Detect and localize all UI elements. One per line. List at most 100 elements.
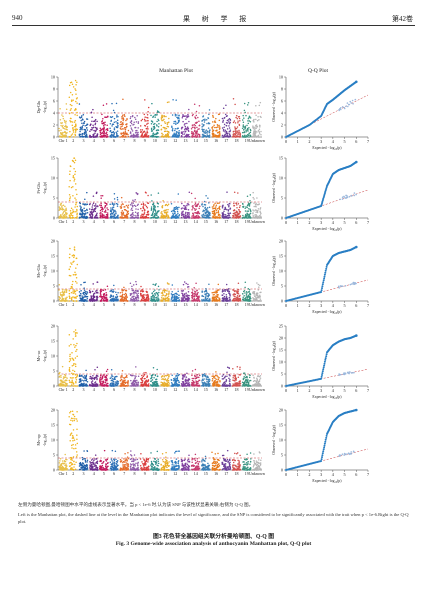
snp-point	[96, 134, 98, 137]
snp-point	[153, 123, 155, 126]
snp-point	[116, 196, 119, 199]
snp-point	[225, 216, 227, 218]
snp-point	[223, 295, 226, 298]
snp-point	[215, 291, 218, 294]
snp-point	[82, 113, 85, 116]
snp-point	[111, 125, 113, 127]
snp-point	[83, 207, 85, 210]
snp-point	[113, 297, 115, 300]
snp-point	[234, 295, 236, 298]
snp-point	[208, 299, 210, 302]
snp-point	[153, 204, 156, 207]
snp-point	[183, 295, 185, 297]
snp-point	[154, 208, 156, 211]
snp-point	[89, 136, 91, 138]
snp-point	[70, 285, 73, 288]
snp-point	[217, 134, 220, 136]
snp-point	[249, 131, 252, 134]
chromosome-label: 13	[184, 219, 188, 224]
qq-point	[323, 273, 326, 276]
snp-point	[76, 332, 78, 334]
snp-point	[62, 214, 65, 217]
snp-point	[137, 213, 139, 216]
snp-point	[249, 296, 251, 298]
snp-point	[94, 120, 96, 122]
snp-point	[158, 289, 160, 291]
snp-point	[134, 211, 137, 214]
snp-point	[211, 121, 214, 123]
snp-point	[233, 298, 235, 300]
snp-point	[63, 134, 65, 136]
snp-point	[174, 129, 176, 132]
snp-point	[222, 130, 225, 132]
snp-point	[145, 205, 148, 208]
snp-point	[73, 260, 75, 262]
snp-point	[131, 204, 133, 206]
qq-point-null	[350, 195, 353, 197]
snp-point	[88, 203, 91, 206]
snp-point	[84, 125, 86, 127]
snp-point	[85, 293, 88, 295]
snp-point	[131, 285, 133, 288]
snp-point	[190, 127, 193, 130]
snp-point	[101, 122, 103, 125]
snp-point	[176, 215, 178, 218]
snp-point	[157, 129, 160, 131]
snp-point	[238, 117, 241, 120]
snp-point	[215, 134, 218, 137]
snp-point	[258, 128, 261, 130]
snp-point	[197, 203, 200, 205]
snp-point	[245, 134, 248, 137]
snp-point	[237, 212, 239, 215]
snp-point	[95, 299, 98, 302]
chromosome-label: 5	[103, 138, 105, 143]
qq-point-null	[352, 281, 355, 284]
snp-point	[64, 298, 67, 301]
snp-point	[78, 103, 81, 105]
chromosome-label: 15	[204, 138, 208, 143]
snp-point	[157, 118, 159, 121]
snp-point	[182, 296, 184, 298]
snp-point	[65, 120, 67, 123]
snp-point	[171, 126, 173, 129]
snp-point	[242, 290, 245, 293]
snp-point	[121, 213, 123, 215]
snp-point	[96, 212, 98, 215]
snp-point	[252, 191, 254, 194]
snp-point	[176, 210, 179, 213]
snp-point	[218, 202, 220, 204]
snp-point	[198, 124, 201, 126]
snp-point	[236, 126, 239, 128]
snp-point	[59, 215, 62, 218]
snp-point	[59, 293, 62, 296]
snp-point	[92, 294, 95, 297]
snp-point	[246, 104, 249, 106]
snp-point	[125, 290, 128, 292]
snp-point	[74, 183, 77, 185]
snp-point	[211, 300, 214, 302]
y-tick-label: 15	[279, 254, 283, 259]
snp-point	[241, 127, 244, 129]
y-tick-label: 0	[53, 384, 55, 389]
qq-point	[324, 269, 327, 272]
snp-point	[102, 118, 104, 120]
snp-point	[89, 134, 91, 137]
x-tick-label: 3	[320, 220, 322, 225]
snp-point	[205, 195, 207, 197]
snp-point	[241, 119, 244, 121]
snp-point	[183, 124, 186, 126]
snp-point	[155, 296, 158, 299]
snp-point	[143, 113, 146, 116]
snp-point	[198, 104, 201, 107]
snp-point	[109, 203, 111, 205]
snp-point	[178, 215, 180, 217]
snp-point	[76, 355, 78, 357]
snp-point	[112, 204, 115, 206]
snp-point	[185, 282, 187, 285]
qq-point-null	[339, 107, 341, 110]
snp-point	[96, 127, 98, 129]
snp-point	[174, 113, 177, 116]
snp-point	[218, 119, 221, 122]
